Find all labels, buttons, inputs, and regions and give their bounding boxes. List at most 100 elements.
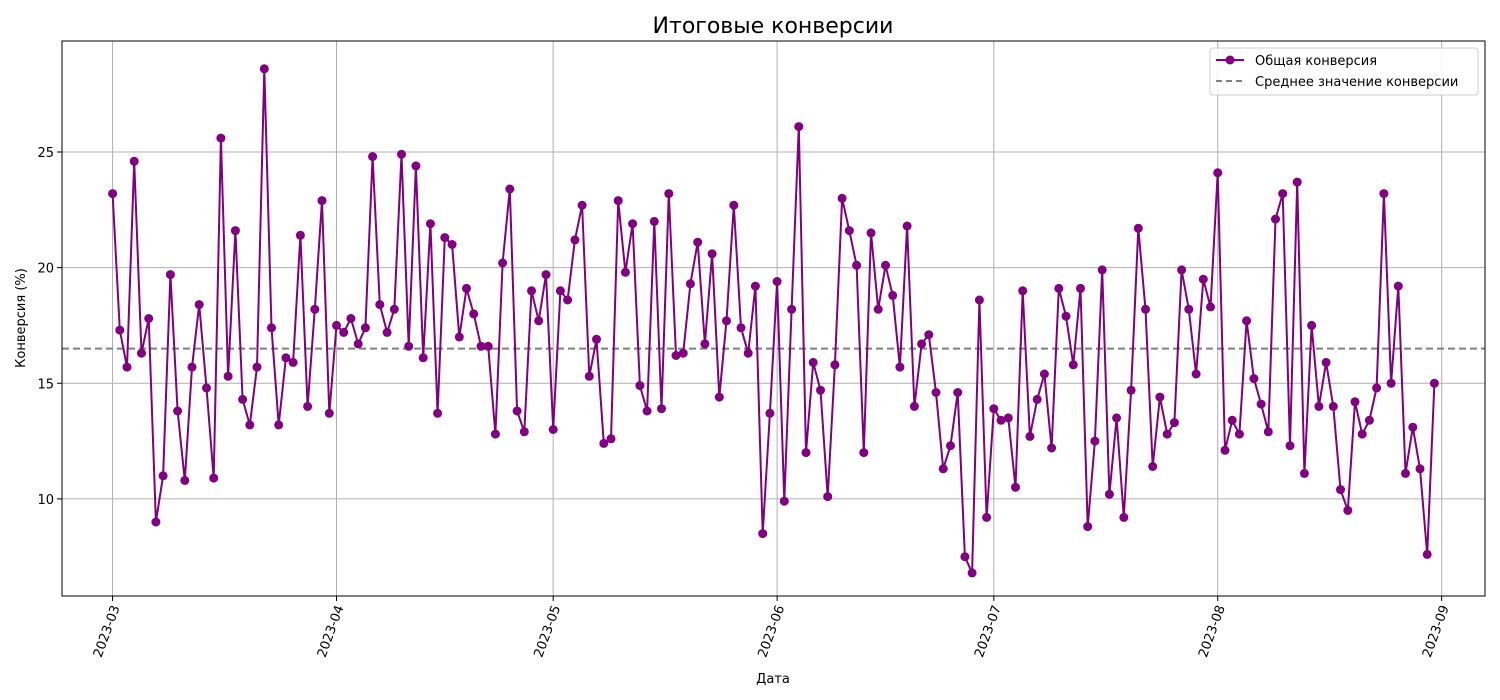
data-point <box>1133 223 1143 233</box>
data-point <box>1025 431 1035 441</box>
data-point <box>151 517 161 527</box>
data-point <box>469 309 479 319</box>
data-point <box>967 568 977 578</box>
data-point <box>108 189 118 199</box>
data-point <box>787 304 797 314</box>
data-point <box>931 388 941 397</box>
data-point <box>158 471 168 481</box>
data-point <box>859 448 869 458</box>
x-axis-ticks: 2023-03 2023-04 2023-05 2023-06 2023-07 2023-… <box>91 596 1453 660</box>
data-point <box>137 348 146 358</box>
series-group <box>108 64 1439 578</box>
legend-series-marker <box>1225 55 1235 65</box>
data-point <box>1415 464 1425 474</box>
data-point <box>1018 286 1028 296</box>
data-point <box>462 283 471 293</box>
data-point <box>592 334 601 344</box>
data-point <box>353 339 363 349</box>
data-point <box>960 552 970 562</box>
y-tick-label: 20 <box>37 262 54 277</box>
data-point <box>1278 189 1288 199</box>
data-point <box>1328 401 1338 411</box>
data-point <box>707 249 717 259</box>
data-point <box>1321 357 1331 367</box>
data-point <box>736 323 746 333</box>
data-point <box>368 152 378 162</box>
data-point <box>555 286 565 296</box>
data-point <box>1401 468 1410 478</box>
data-point <box>1169 418 1179 428</box>
data-point <box>274 420 284 430</box>
x-tick-label: 2023-04 <box>315 603 348 659</box>
data-point <box>209 473 219 483</box>
data-point <box>917 339 927 349</box>
data-point <box>1372 383 1382 393</box>
data-point <box>433 408 443 418</box>
data-point <box>938 464 948 474</box>
data-point <box>512 406 522 416</box>
data-point <box>1083 522 1093 532</box>
data-point <box>339 327 349 337</box>
data-point <box>1379 189 1389 199</box>
data-point <box>411 161 421 171</box>
data-point <box>295 230 305 240</box>
data-point <box>1184 304 1194 314</box>
data-point <box>397 149 406 159</box>
legend-series-label: Общая конверсия <box>1255 54 1377 69</box>
data-point <box>685 279 695 289</box>
data-point <box>1336 485 1345 495</box>
data-point <box>1299 468 1309 478</box>
data-point <box>772 277 782 286</box>
data-point <box>823 492 833 502</box>
data-point <box>1429 378 1439 388</box>
data-point <box>230 226 240 236</box>
data-point <box>1350 397 1360 407</box>
data-point <box>1263 427 1273 437</box>
data-point <box>620 267 630 277</box>
data-point <box>541 270 551 280</box>
data-point <box>252 362 262 372</box>
data-point <box>360 323 370 333</box>
data-point <box>498 258 508 268</box>
data-point <box>729 200 739 210</box>
data-point <box>1061 311 1071 321</box>
data-point <box>1220 445 1230 455</box>
grid <box>62 41 1485 596</box>
data-point <box>1249 374 1259 384</box>
data-point <box>895 362 905 372</box>
data-point <box>888 290 898 300</box>
data-point <box>382 327 392 337</box>
data-point <box>129 156 139 166</box>
data-point <box>202 383 211 393</box>
data-point <box>1357 429 1367 439</box>
data-point <box>317 196 327 206</box>
data-point <box>180 475 190 485</box>
data-point <box>245 420 255 430</box>
data-point <box>584 371 594 381</box>
data-point <box>881 260 890 270</box>
data-point <box>1206 302 1215 312</box>
data-point <box>743 348 753 358</box>
data-point <box>122 362 132 372</box>
data-point <box>1256 399 1266 409</box>
data-point <box>519 427 529 437</box>
data-point <box>1386 378 1396 388</box>
y-axis-label: Конверсия (%) <box>14 268 29 368</box>
data-point <box>837 193 847 203</box>
x-axis-label: Дата <box>756 672 790 687</box>
data-point <box>505 184 515 194</box>
data-point <box>902 221 912 231</box>
data-point <box>527 286 536 296</box>
x-tick-label: 2023-07 <box>972 603 1005 659</box>
data-point <box>953 388 963 397</box>
data-point <box>115 325 125 335</box>
data-point <box>447 240 457 249</box>
data-point <box>606 434 616 444</box>
data-point <box>794 122 804 132</box>
data-point <box>375 300 385 310</box>
data-point <box>1148 462 1158 471</box>
y-tick-label: 15 <box>37 377 54 392</box>
data-point <box>1227 415 1237 425</box>
data-point <box>1177 265 1187 275</box>
